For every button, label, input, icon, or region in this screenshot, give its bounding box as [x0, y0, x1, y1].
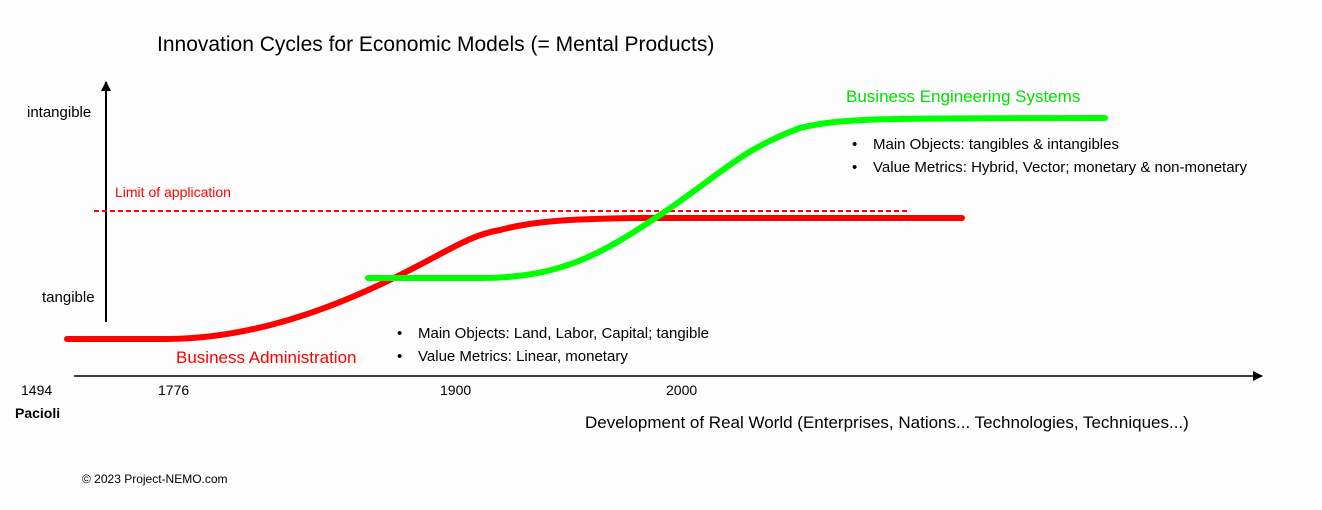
copyright-notice: © 2023 Project-NEMO.com	[82, 472, 228, 486]
business-administration-curve	[64, 215, 965, 342]
x-tick-2000: 2000	[666, 382, 698, 398]
x-tick-1776: 1776	[158, 382, 190, 398]
y-axis-bottom-label: tangible	[42, 289, 95, 306]
list-item: Main Objects: Land, Labor, Capital; tang…	[393, 322, 709, 345]
x-tick-1494: 1494	[21, 382, 53, 398]
list-item: Main Objects: tangibles & intangibles	[848, 133, 1247, 156]
origin-note: Pacioli	[15, 405, 61, 421]
list-item: Value Metrics: Hybrid, Vector; monetary …	[848, 156, 1247, 179]
x-tick-1900: 1900	[440, 382, 472, 398]
business-administration-label: Business Administration	[176, 348, 357, 367]
list-item: Value Metrics: Linear, monetary	[393, 345, 709, 368]
business-administration-bullets: Main Objects: Land, Labor, Capital; tang…	[393, 322, 709, 368]
x-axis-label: Development of Real World (Enterprises, …	[585, 413, 1189, 432]
y-axis-top-label: intangible	[27, 104, 92, 121]
limit-of-application-label: Limit of application	[115, 184, 231, 200]
business-engineering-label: Business Engineering Systems	[846, 87, 1081, 106]
chart-title: Innovation Cycles for Economic Models (=…	[157, 33, 715, 56]
business-engineering-bullets: Main Objects: tangibles & intangibles Va…	[848, 133, 1247, 179]
business-engineering-curve	[365, 115, 1108, 281]
